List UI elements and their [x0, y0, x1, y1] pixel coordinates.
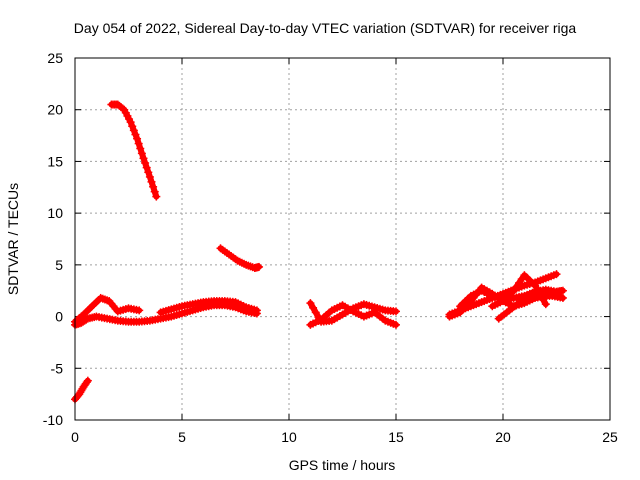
- x-tick-label: 5: [178, 429, 186, 445]
- data-point: [477, 294, 494, 307]
- data-point: [135, 306, 144, 315]
- series-track-5: [71, 293, 144, 326]
- data-point: [83, 376, 92, 385]
- chart-title: Day 054 of 2022, Sidereal Day-to-day VTE…: [74, 20, 577, 36]
- data-layer: [71, 100, 567, 404]
- data-point: [327, 302, 344, 315]
- x-tick-label: 10: [281, 429, 297, 445]
- data-point: [199, 297, 216, 307]
- data-point: [392, 307, 400, 316]
- data-point: [145, 315, 162, 325]
- data-point: [75, 384, 87, 399]
- series-track-8: [306, 301, 400, 329]
- data-point: [381, 316, 398, 328]
- data-point: [306, 316, 323, 329]
- data-point: [520, 271, 537, 287]
- data-point: [152, 192, 161, 201]
- x-tick-label: 15: [388, 429, 404, 445]
- plot-frame: [74, 57, 611, 421]
- grid-layer: [75, 58, 610, 420]
- x-tick-label: 25: [602, 429, 618, 445]
- data-point: [509, 292, 526, 302]
- data-point: [456, 294, 473, 311]
- y-tick-label: 0: [55, 309, 63, 325]
- data-point: [156, 306, 173, 317]
- data-point: [558, 293, 567, 302]
- data-point: [445, 309, 462, 321]
- series-track-13: [494, 291, 567, 323]
- x-axis-label: GPS time / hours: [289, 457, 396, 473]
- series-track-2: [216, 244, 264, 272]
- y-tick-label: -5: [51, 360, 64, 376]
- data-point: [359, 300, 376, 311]
- series-track-1: [107, 100, 161, 201]
- data-point: [216, 244, 231, 257]
- data-point: [96, 293, 112, 305]
- data-point: [88, 296, 103, 311]
- y-tick-label: 20: [47, 102, 63, 118]
- y-tick-label: 5: [55, 257, 63, 273]
- data-point: [558, 286, 567, 295]
- data-point: [499, 289, 516, 306]
- y-axis-label: SDTVAR / TECUs: [5, 183, 21, 295]
- data-point: [255, 262, 264, 271]
- data-point: [133, 134, 146, 158]
- y-tick-label: 15: [47, 153, 63, 169]
- data-point: [139, 154, 153, 177]
- x-tick-label: 20: [495, 429, 511, 445]
- data-point: [509, 275, 526, 295]
- data-point: [126, 118, 140, 139]
- data-point: [338, 301, 355, 314]
- data-point: [466, 288, 483, 300]
- y-tick-label: -10: [43, 412, 63, 428]
- y-tick-label: 25: [47, 50, 63, 66]
- data-point: [167, 310, 184, 321]
- series-track-12: [488, 271, 550, 311]
- data-point: [252, 306, 261, 315]
- data-point: [531, 281, 548, 304]
- data-point: [79, 304, 94, 319]
- data-point: [541, 300, 550, 309]
- data-point: [327, 312, 344, 325]
- data-point: [392, 320, 400, 329]
- series-track-3: [71, 376, 92, 404]
- series-track-6: [156, 297, 261, 317]
- data-point: [242, 303, 259, 314]
- y-tick-label: 10: [47, 205, 63, 221]
- x-tick-label: 0: [71, 429, 79, 445]
- series-track-4: [71, 301, 261, 329]
- data-point: [113, 100, 127, 113]
- data-point: [552, 270, 561, 279]
- data-point: [145, 172, 159, 196]
- data-point: [317, 308, 334, 324]
